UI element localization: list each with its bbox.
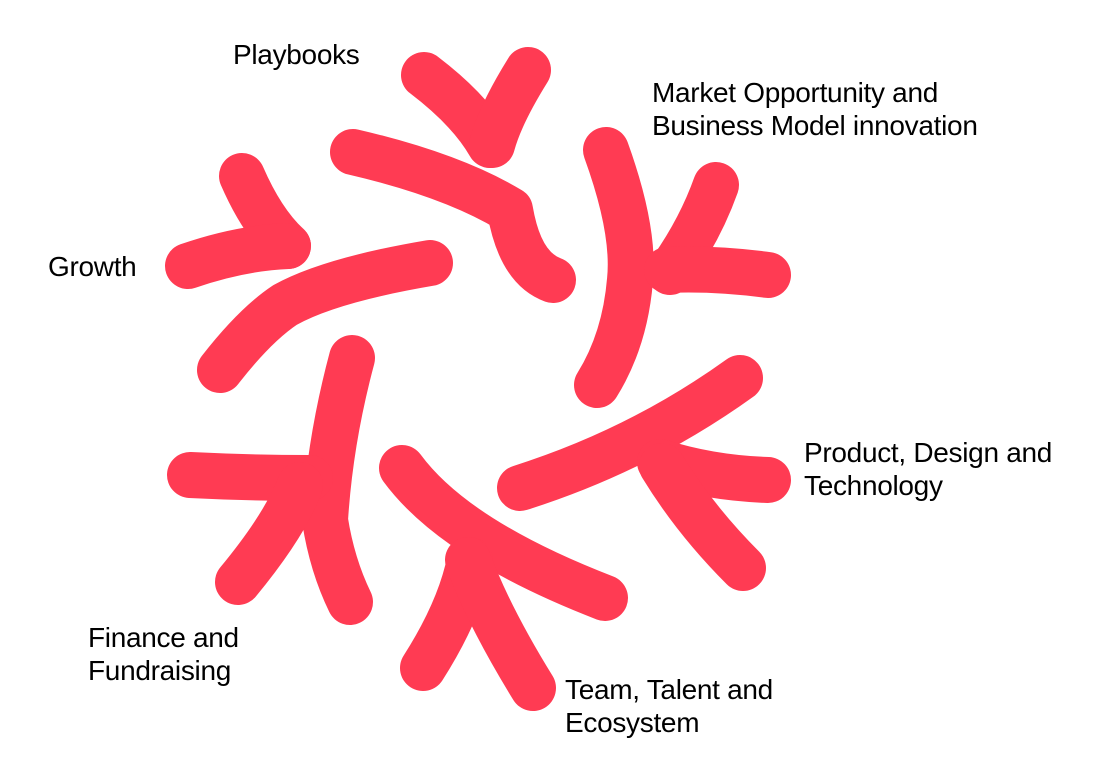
branch-growth-stroke-3 bbox=[165, 223, 311, 289]
branch-growth-stroke-1 bbox=[197, 240, 453, 393]
branch-playbooks-stroke-1 bbox=[330, 129, 576, 303]
label-playbooks-line-1: Playbooks bbox=[233, 39, 360, 70]
branch-team-talent-ecosystem-stroke-3 bbox=[445, 537, 556, 711]
label-product-design-technology: Product, Design and Technology bbox=[804, 436, 1052, 502]
label-team-talent-ecosystem-line-1: Team, Talent and bbox=[565, 674, 773, 705]
label-product-design-technology-line-1: Product, Design and bbox=[804, 437, 1053, 468]
label-finance-fundraising-line-2: Fundraising bbox=[88, 655, 232, 686]
label-playbooks: Playbooks bbox=[233, 38, 360, 71]
branch-market-opportunity-stroke-3 bbox=[644, 246, 791, 298]
label-growth-line-1: Growth bbox=[48, 251, 137, 282]
label-market-opportunity-line-2: Business Model innovation bbox=[652, 110, 978, 141]
branch-team-talent-ecosystem-stroke-1 bbox=[379, 445, 628, 621]
label-team-talent-ecosystem-line-2: Ecosystem bbox=[565, 707, 700, 738]
label-finance-fundraising: Finance and Fundraising bbox=[88, 621, 239, 687]
branch-market-opportunity-stroke-1 bbox=[574, 127, 654, 408]
branch-finance-fundraising-stroke-3 bbox=[215, 462, 323, 605]
branch-playbooks-stroke-3 bbox=[469, 47, 551, 168]
label-market-opportunity: Market Opportunity and Business Model in… bbox=[652, 76, 978, 142]
label-growth: Growth bbox=[48, 250, 137, 283]
label-team-talent-ecosystem: Team, Talent and Ecosystem bbox=[565, 673, 773, 739]
branch-product-design-technology-stroke-3 bbox=[639, 443, 766, 591]
label-finance-fundraising-line-1: Finance and bbox=[88, 622, 239, 653]
label-product-design-technology-line-2: Technology bbox=[804, 470, 943, 501]
branch-product-design-technology-stroke-1 bbox=[497, 355, 763, 511]
branch-finance-fundraising-stroke-1 bbox=[302, 335, 375, 625]
label-market-opportunity-line-1: Market Opportunity and bbox=[652, 77, 938, 108]
branch-shapes bbox=[165, 47, 791, 711]
